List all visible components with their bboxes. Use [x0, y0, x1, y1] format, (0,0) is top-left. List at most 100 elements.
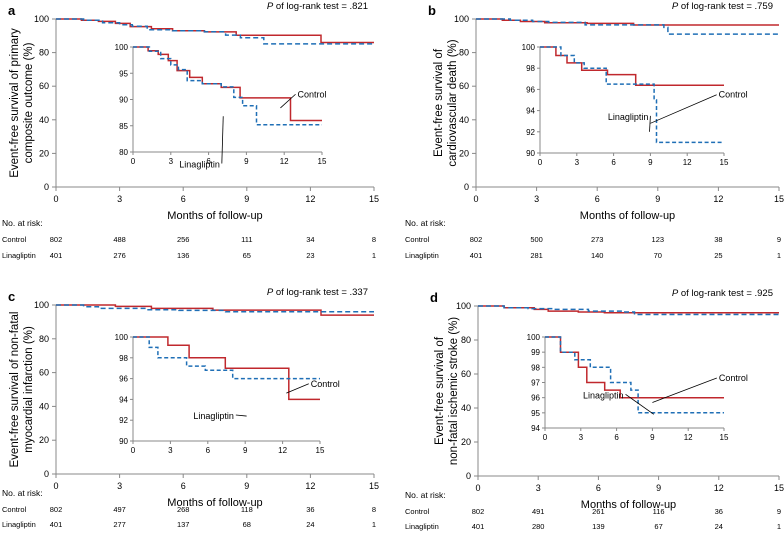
inset-y-tick-label: 98 — [526, 64, 535, 73]
at-risk-value: 139 — [592, 522, 605, 531]
inset-x-tick-label: 9 — [648, 158, 653, 167]
at-risk-value: 401 — [470, 251, 483, 260]
inset-y-tick-label: 80 — [119, 148, 128, 157]
inset-y-tick-label: 92 — [119, 416, 128, 425]
inset-x-tick-label: 3 — [169, 157, 174, 166]
at-risk-value: 8 — [372, 505, 376, 514]
inset-chart: 80 85 90 95 100 0 3 6 9 12 15 Control Linagliptin — [115, 43, 327, 170]
y-tick-label: 20 — [39, 435, 49, 445]
inset-y-tick-label: 100 — [522, 43, 536, 52]
at-risk-value: 802 — [472, 507, 485, 516]
at-risk-row-label: Linagliptin — [2, 520, 36, 529]
y-tick-label: 100 — [34, 300, 49, 310]
inset-series-line-control — [133, 46, 322, 122]
at-risk-table: No. at risk: Control 802 500 273 123 38 9 Linagl… — [405, 218, 781, 260]
inset-y-tick-label: 97 — [531, 379, 540, 388]
x-tick-label: 6 — [181, 481, 186, 491]
pvalue-text: P of log-rank test = .821 — [267, 1, 368, 12]
linagliptin-callout-label: Linagliptin — [179, 160, 220, 170]
y-axis-label: Event-free survival of non-fatal — [9, 312, 21, 468]
inset-x-tick-label: 9 — [243, 446, 248, 455]
control-callout-label: Control — [719, 90, 748, 100]
inset-x-tick-label: 12 — [278, 446, 287, 455]
at-risk-header: No. at risk: — [405, 490, 446, 500]
inset-x-tick-label: 0 — [131, 446, 136, 455]
inset-x-tick-label: 12 — [280, 157, 289, 166]
x-tick-label: 3 — [117, 481, 122, 491]
pvalue-rest: of log-rank test = .337 — [273, 287, 368, 298]
inset-y-tick-label: 98 — [119, 354, 128, 363]
panel-label: b — [428, 3, 436, 18]
y-axis-label: non-fatal ischemic stroke (%) — [448, 317, 460, 465]
y-tick-label: 60 — [39, 81, 49, 91]
y-tick-label: 20 — [461, 437, 471, 447]
at-risk-table: No. at risk: Control 802 488 256 111 34 8 Linagl… — [2, 218, 376, 260]
inset-series-line-linagliptin — [545, 336, 724, 414]
at-risk-value: 36 — [306, 505, 314, 514]
series-line-linagliptin — [56, 18, 374, 45]
x-tick-label: 12 — [305, 481, 315, 491]
linagliptin-callout-label: Linagliptin — [608, 112, 649, 122]
x-tick-label: 15 — [774, 483, 784, 493]
control-callout-label: Control — [311, 379, 340, 389]
inset-y-tick-label: 92 — [526, 128, 535, 137]
at-risk-value: 8 — [372, 235, 376, 244]
x-axis-label: Months of follow-up — [167, 210, 262, 222]
at-risk-value: 34 — [306, 235, 314, 244]
y-axis-label: cardiovascular death (%) — [447, 39, 459, 166]
inset-y-tick-label: 90 — [526, 149, 535, 158]
inset-x-tick-label: 3 — [579, 433, 584, 442]
x-tick-label: 12 — [714, 483, 724, 493]
at-risk-row-label: Linagliptin — [2, 251, 36, 260]
x-tick-label: 0 — [473, 194, 478, 204]
inset-background — [540, 47, 724, 153]
at-risk-header: No. at risk: — [405, 218, 446, 228]
x-tick-label: 15 — [369, 481, 379, 491]
x-axis-label: Months of follow-up — [580, 210, 675, 222]
inset-x-tick-label: 15 — [316, 446, 325, 455]
panel-label: d — [430, 290, 438, 305]
control-callout-line — [652, 377, 717, 403]
inset-y-tick-label: 94 — [526, 107, 535, 116]
inset-y-tick-label: 94 — [119, 395, 128, 404]
at-risk-row-label: Linagliptin — [405, 522, 439, 531]
y-axis-label: Event-free survival of — [433, 48, 445, 157]
inset-series-line-linagliptin — [540, 46, 724, 144]
y-tick-label: 60 — [39, 368, 49, 378]
inset-y-tick-label: 94 — [531, 424, 540, 433]
x-tick-label: 0 — [53, 481, 58, 491]
inset-y-tick-label: 98 — [531, 363, 540, 372]
pvalue-text: P of log-rank test = .759 — [672, 1, 773, 12]
at-risk-value: 281 — [530, 251, 543, 260]
inset-x-tick-label: 0 — [131, 157, 136, 166]
x-axis-label: Months of follow-up — [581, 499, 676, 511]
y-tick-label: 40 — [39, 115, 49, 125]
x-tick-label: 9 — [655, 194, 660, 204]
at-risk-value: 497 — [113, 505, 126, 514]
control-callout-label: Control — [298, 89, 327, 99]
at-risk-value: 136 — [177, 251, 190, 260]
panel-label: a — [8, 3, 16, 18]
at-risk-value: 67 — [654, 522, 662, 531]
inset-y-tick-label: 90 — [119, 437, 128, 446]
inset-chart: 90 92 94 96 98 100 0 3 6 9 12 15 Control Linagliptin — [522, 43, 748, 167]
at-risk-value: 36 — [715, 507, 723, 516]
inset-y-tick-label: 96 — [119, 375, 128, 384]
at-risk-value: 273 — [591, 235, 604, 244]
x-tick-label: 3 — [117, 194, 122, 204]
at-risk-value: 401 — [50, 251, 63, 260]
x-tick-label: 9 — [656, 483, 661, 493]
inset-y-tick-label: 90 — [119, 96, 128, 105]
y-tick-label: 100 — [456, 301, 471, 311]
x-tick-label: 0 — [475, 483, 480, 493]
inset-x-tick-label: 6 — [614, 433, 619, 442]
x-tick-label: 3 — [536, 483, 541, 493]
series-line-linagliptin — [56, 304, 374, 313]
x-tick-label: 15 — [369, 194, 379, 204]
y-tick-label: 40 — [459, 115, 469, 125]
inset-chart: 94 95 96 97 98 99 100 0 3 6 9 12 15 Control Linaglipti… — [527, 333, 748, 442]
at-risk-value: 488 — [113, 235, 126, 244]
y-axis-label: Event-free survival of primary — [9, 28, 21, 178]
